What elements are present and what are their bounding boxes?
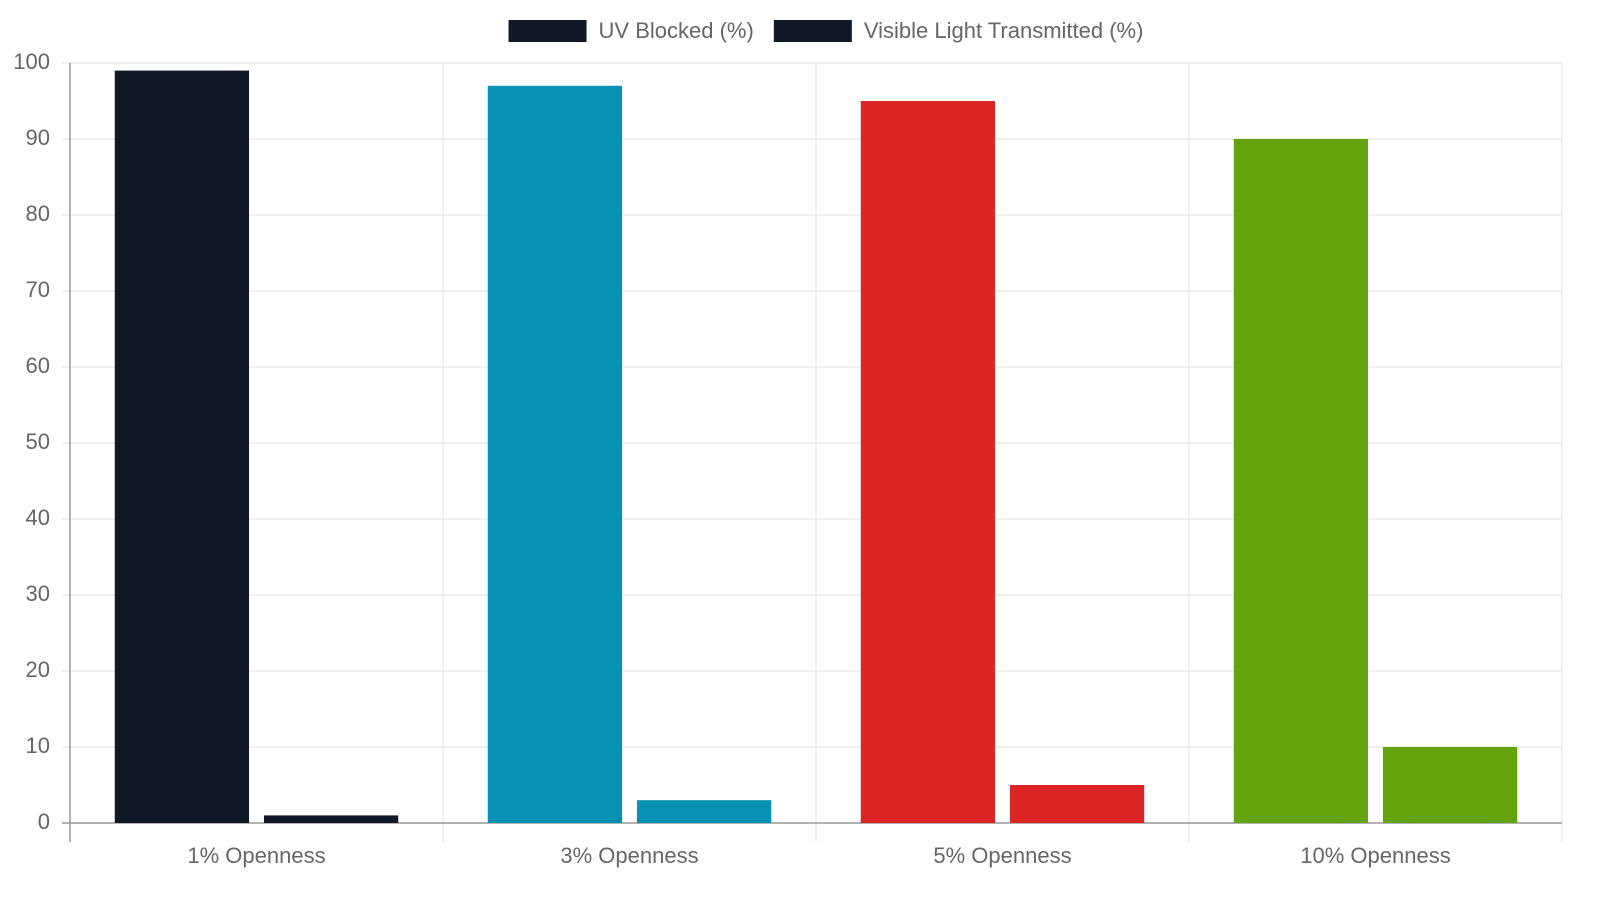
bar xyxy=(860,101,996,823)
x-tick-label: 1% Openness xyxy=(187,843,325,868)
bar xyxy=(1009,785,1145,823)
y-tick-label: 100 xyxy=(13,49,50,74)
legend-label: Visible Light Transmitted (%) xyxy=(864,18,1144,43)
bar xyxy=(1233,139,1369,823)
y-tick-label: 40 xyxy=(26,505,50,530)
legend-label: UV Blocked (%) xyxy=(599,18,754,43)
x-tick-label: 10% Openness xyxy=(1300,843,1450,868)
y-tick-label: 30 xyxy=(26,581,50,606)
y-tick-label: 90 xyxy=(26,125,50,150)
bar xyxy=(1382,747,1518,823)
bar xyxy=(636,800,772,823)
y-tick-label: 80 xyxy=(26,201,50,226)
bar xyxy=(263,815,399,823)
legend-swatch xyxy=(773,20,852,42)
bar xyxy=(487,85,623,824)
y-tick-label: 60 xyxy=(26,353,50,378)
y-tick-label: 0 xyxy=(38,809,50,834)
y-tick-label: 10 xyxy=(26,733,50,758)
x-tick-label: 3% Openness xyxy=(560,843,698,868)
y-tick-label: 50 xyxy=(26,429,50,454)
x-tick-label: 5% Openness xyxy=(933,843,1071,868)
y-tick-label: 20 xyxy=(26,657,50,682)
bar xyxy=(114,70,250,824)
y-tick-label: 70 xyxy=(26,277,50,302)
legend-swatch xyxy=(508,20,587,42)
